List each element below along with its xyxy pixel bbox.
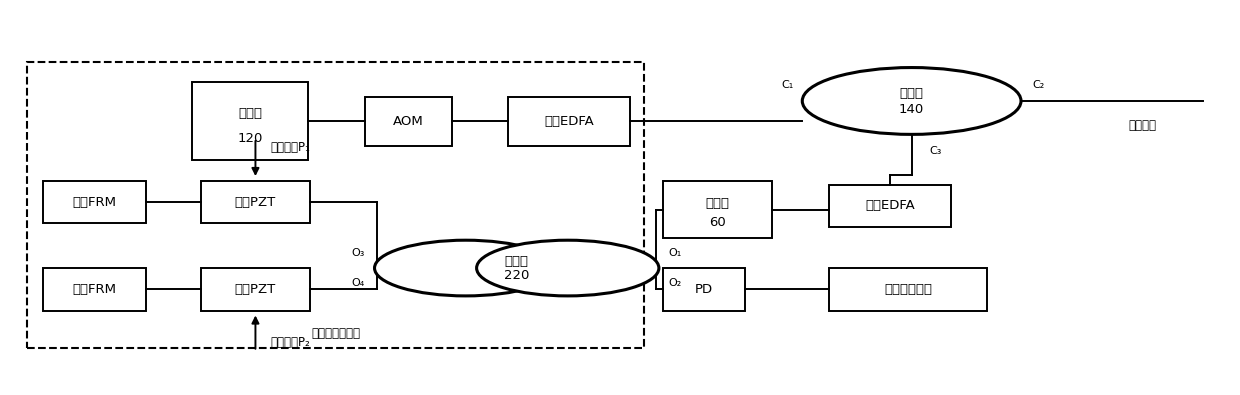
Bar xyxy=(192,83,308,160)
Bar xyxy=(27,62,645,348)
Text: 60: 60 xyxy=(709,216,725,229)
Bar xyxy=(42,181,146,224)
Text: 滤波器: 滤波器 xyxy=(706,198,729,210)
Text: AOM: AOM xyxy=(393,115,424,128)
Bar xyxy=(201,268,310,311)
Text: 第一EDFA: 第一EDFA xyxy=(544,115,594,128)
Text: O₁: O₁ xyxy=(668,248,682,258)
Text: 220: 220 xyxy=(503,269,529,282)
Circle shape xyxy=(476,240,658,296)
Text: O₄: O₄ xyxy=(352,278,365,288)
Bar xyxy=(365,97,453,145)
Text: 调制波形P₁: 调制波形P₁ xyxy=(270,141,310,154)
Text: 耦合器: 耦合器 xyxy=(505,255,528,268)
Circle shape xyxy=(374,240,557,296)
Bar xyxy=(662,268,745,311)
Text: 相位解调系统: 相位解调系统 xyxy=(884,283,932,296)
Text: PD: PD xyxy=(694,283,713,296)
Bar xyxy=(662,181,771,238)
Text: 第二PZT: 第二PZT xyxy=(234,283,277,296)
Text: 调制波形P₂: 调制波形P₂ xyxy=(270,336,310,349)
Text: C₂: C₂ xyxy=(1032,80,1044,90)
Bar xyxy=(201,181,310,224)
Text: 环形器: 环形器 xyxy=(900,87,924,100)
Text: C₁: C₁ xyxy=(781,80,794,90)
Text: 相位匹配干涉仪: 相位匹配干涉仪 xyxy=(311,327,360,340)
Circle shape xyxy=(802,68,1021,134)
Text: 激光器: 激光器 xyxy=(238,107,262,120)
Bar xyxy=(508,97,630,145)
Bar xyxy=(830,268,987,311)
Bar xyxy=(830,184,951,227)
Text: C₃: C₃ xyxy=(930,146,942,156)
Text: 第二EDFA: 第二EDFA xyxy=(864,199,915,213)
Bar xyxy=(42,268,146,311)
Text: O₂: O₂ xyxy=(668,278,682,288)
Text: 120: 120 xyxy=(237,132,263,145)
Text: 140: 140 xyxy=(899,103,924,116)
Text: O₃: O₃ xyxy=(351,248,365,258)
Text: 第一FRM: 第一FRM xyxy=(72,196,117,209)
Text: 第二FRM: 第二FRM xyxy=(72,283,117,296)
Text: 第一PZT: 第一PZT xyxy=(234,196,277,209)
Text: 传感光纤: 传感光纤 xyxy=(1128,118,1157,132)
